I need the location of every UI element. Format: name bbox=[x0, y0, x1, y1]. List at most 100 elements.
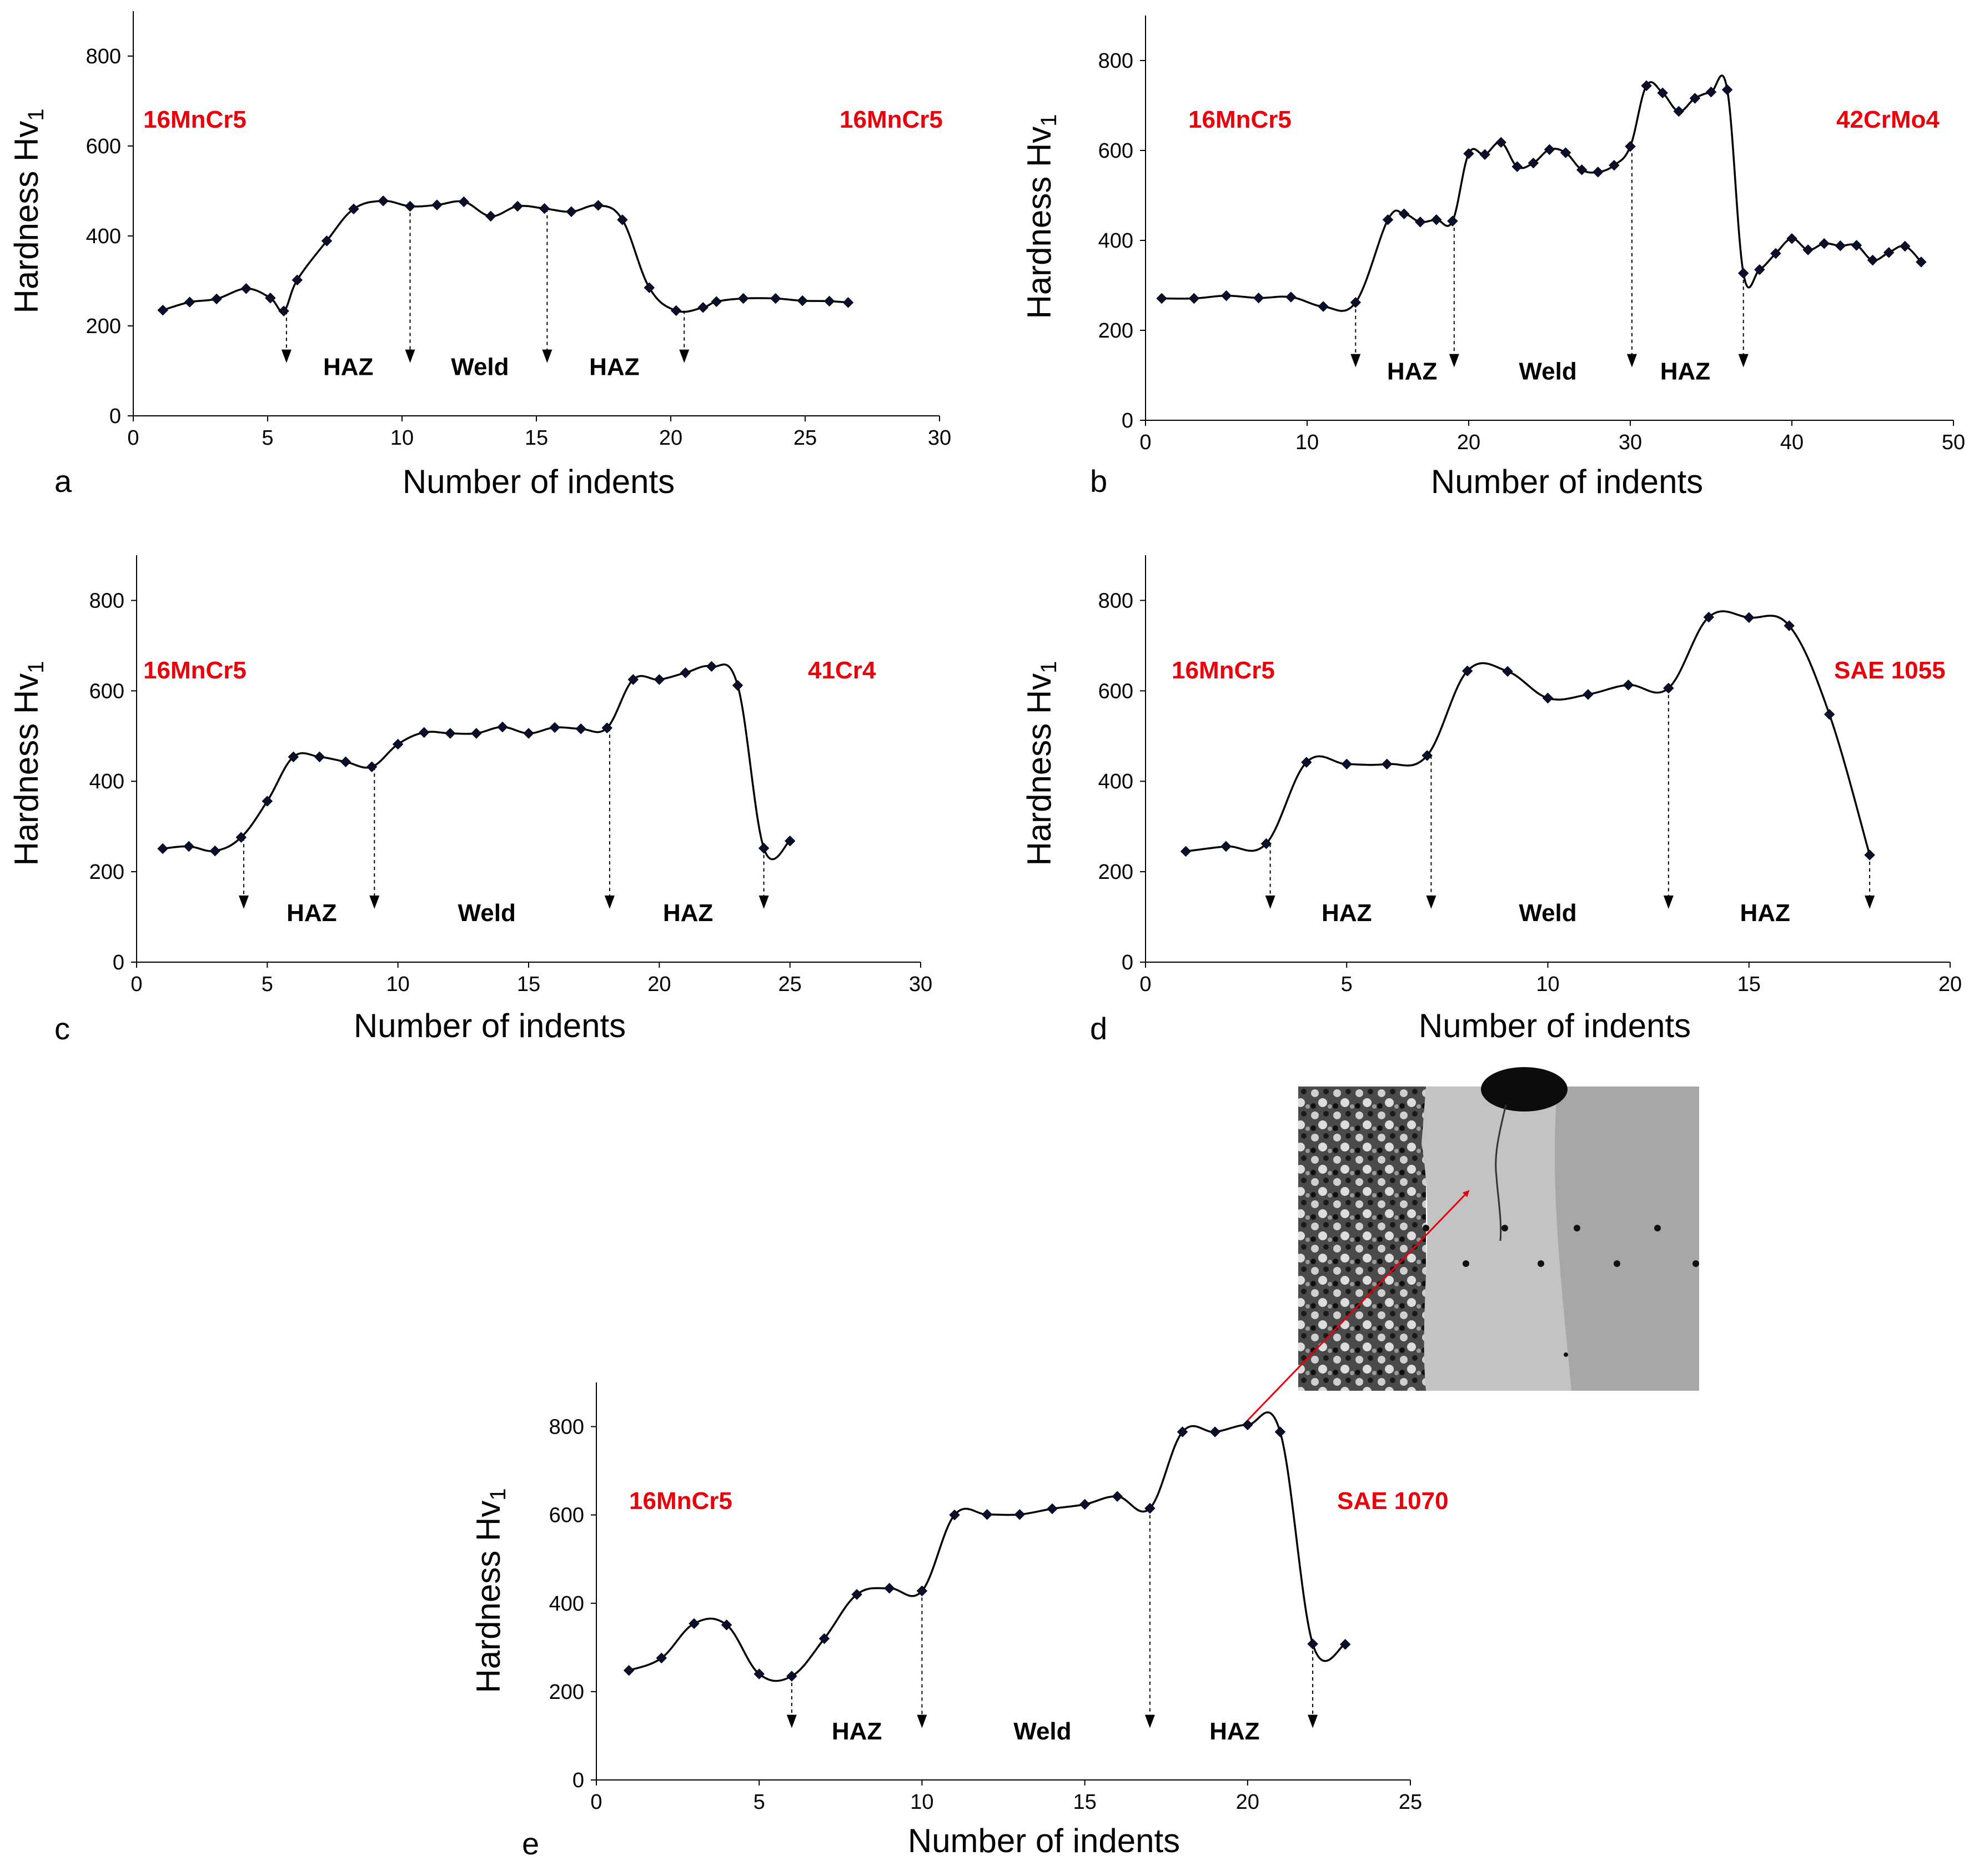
data-point bbox=[340, 756, 351, 767]
y-axis-title-main: Hardness Hv bbox=[1021, 127, 1058, 319]
data-point bbox=[1502, 666, 1513, 677]
data-point bbox=[1253, 292, 1264, 304]
x-tick-label: 25 bbox=[1399, 1791, 1422, 1814]
y-tick-label: 600 bbox=[89, 680, 124, 703]
micrograph-indent bbox=[1654, 1225, 1661, 1231]
y-tick-label: 800 bbox=[549, 1416, 584, 1439]
x-axis-title: Number of indents bbox=[1419, 1007, 1691, 1044]
data-point bbox=[211, 293, 222, 305]
data-point bbox=[1220, 841, 1232, 852]
zone-label: Weld bbox=[1013, 1718, 1071, 1745]
data-point bbox=[262, 796, 273, 807]
data-point bbox=[265, 293, 276, 304]
data-point bbox=[1382, 214, 1394, 225]
data-point bbox=[419, 727, 430, 738]
data-point bbox=[471, 728, 482, 739]
data-point bbox=[1802, 244, 1814, 255]
data-point bbox=[823, 295, 835, 307]
data-point bbox=[1414, 217, 1426, 228]
zone-label: HAZ bbox=[1322, 899, 1372, 927]
micrograph-indent bbox=[1564, 1352, 1568, 1357]
data-point bbox=[592, 200, 604, 211]
data-point bbox=[458, 196, 470, 208]
micrograph-annotation-arrow bbox=[1247, 1190, 1470, 1421]
x-tick-label: 0 bbox=[130, 973, 142, 996]
data-point bbox=[378, 195, 389, 207]
material-left-label: 16MnCr5 bbox=[1188, 106, 1292, 133]
data-point bbox=[1431, 214, 1442, 225]
y-tick-label: 200 bbox=[549, 1681, 584, 1704]
data-point bbox=[1542, 692, 1554, 704]
data-point bbox=[523, 728, 534, 739]
x-tick-label: 15 bbox=[1073, 1791, 1096, 1814]
data-point bbox=[697, 302, 709, 313]
y-axis-title: Hardness Hv1 bbox=[8, 108, 48, 313]
data-point bbox=[732, 680, 744, 691]
data-point bbox=[1112, 1491, 1123, 1502]
data-point bbox=[1341, 758, 1352, 769]
zone-boundary-arrow-icon bbox=[281, 349, 292, 363]
y-tick-label: 400 bbox=[1098, 770, 1133, 793]
data-point bbox=[851, 1589, 862, 1600]
y-tick-label: 200 bbox=[86, 315, 121, 338]
micrograph-indent bbox=[1574, 1225, 1580, 1231]
y-axis-title-subscript: 1 bbox=[24, 108, 48, 120]
x-tick-label: 10 bbox=[390, 426, 414, 450]
x-tick-label: 20 bbox=[1938, 973, 1962, 996]
zone-boundary-arrow-icon bbox=[1663, 896, 1674, 909]
x-tick-label: 10 bbox=[910, 1791, 933, 1814]
y-tick-label: 600 bbox=[1098, 680, 1133, 703]
panel-label: c bbox=[54, 1011, 70, 1046]
data-point bbox=[1544, 144, 1555, 155]
data-point bbox=[1242, 1419, 1253, 1431]
data-point bbox=[754, 1668, 765, 1679]
data-point bbox=[884, 1583, 895, 1594]
data-point bbox=[1663, 682, 1674, 694]
panel-label: b bbox=[1090, 464, 1107, 499]
x-tick-label: 0 bbox=[1139, 973, 1151, 996]
data-point bbox=[566, 206, 577, 217]
data-point bbox=[1851, 240, 1862, 251]
data-point bbox=[348, 203, 359, 215]
x-tick-label: 30 bbox=[928, 426, 951, 450]
data-point bbox=[644, 282, 655, 293]
x-tick-label: 40 bbox=[1780, 431, 1804, 454]
x-tick-label: 5 bbox=[262, 973, 273, 996]
zone-boundary-arrow-icon bbox=[786, 1714, 797, 1728]
material-right-label: 41Cr4 bbox=[808, 657, 876, 684]
data-point bbox=[235, 832, 247, 843]
zone-label: Weld bbox=[458, 899, 516, 927]
y-tick-label: 600 bbox=[549, 1504, 584, 1527]
x-tick-label: 0 bbox=[590, 1791, 602, 1814]
data-point bbox=[1916, 256, 1927, 268]
x-axis-title: Number of indents bbox=[354, 1007, 626, 1044]
chart-panel-e: 0 5 10 15 20 25 0 200 400 600 800 Number of indents… bbox=[470, 1382, 1449, 1861]
zone-label: HAZ bbox=[1387, 358, 1437, 385]
zone-boundary-arrow-icon bbox=[604, 896, 615, 909]
zone-boundary-arrow-icon bbox=[1449, 354, 1459, 368]
x-tick-label: 15 bbox=[517, 973, 540, 996]
x-tick-label: 15 bbox=[525, 426, 548, 450]
micrograph-weld bbox=[1554, 1087, 1699, 1391]
data-point bbox=[981, 1509, 993, 1520]
y-tick-label: 600 bbox=[1098, 139, 1133, 163]
data-point bbox=[721, 1620, 732, 1631]
data-point bbox=[1786, 233, 1797, 244]
x-tick-label: 5 bbox=[754, 1791, 765, 1814]
data-point bbox=[1144, 1503, 1156, 1514]
data-point bbox=[1593, 167, 1604, 178]
zone-boundary-arrow-icon bbox=[238, 896, 249, 909]
data-point bbox=[656, 1652, 667, 1664]
data-point bbox=[445, 728, 456, 739]
y-tick-label: 0 bbox=[109, 405, 121, 428]
x-tick-label: 10 bbox=[386, 973, 410, 996]
data-point bbox=[1079, 1498, 1091, 1510]
x-tick-label: 5 bbox=[1341, 973, 1353, 996]
data-point bbox=[1864, 849, 1875, 861]
chart-panel-c: 0 5 10 15 20 25 30 0 200 400 600 800 Number of inden… bbox=[8, 555, 932, 1046]
data-point bbox=[711, 296, 722, 307]
x-axis-title: Number of indents bbox=[403, 463, 675, 500]
data-point bbox=[1560, 147, 1571, 158]
data-point bbox=[1899, 240, 1911, 252]
